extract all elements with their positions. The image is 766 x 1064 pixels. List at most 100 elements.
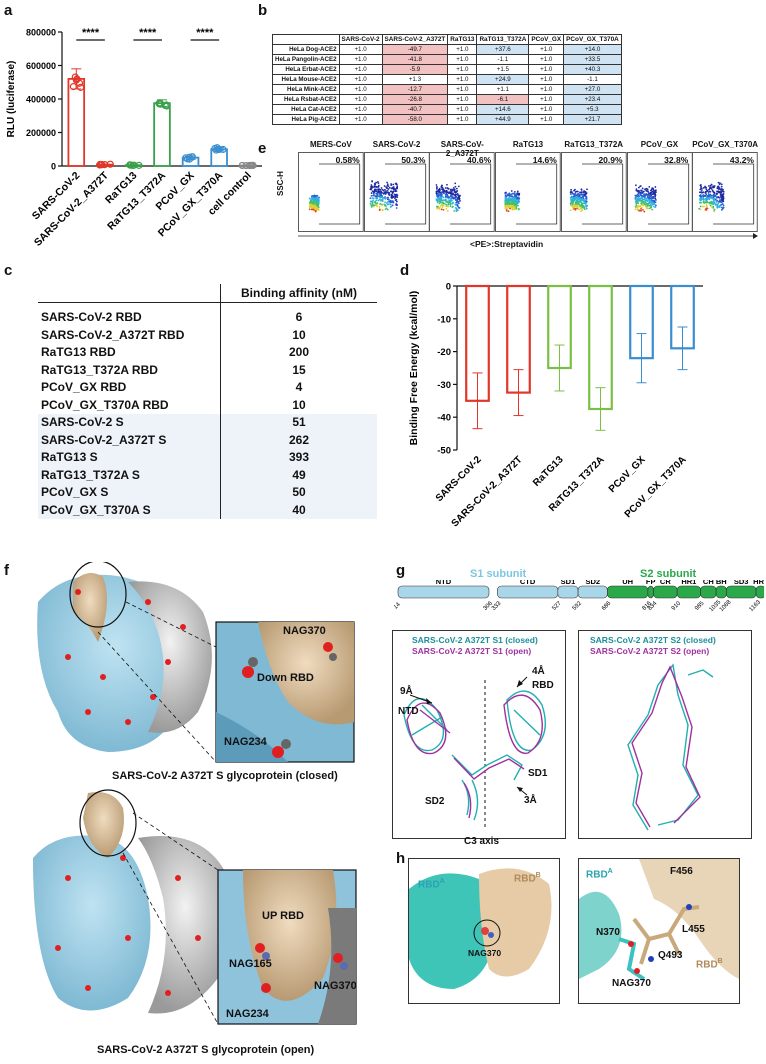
panel-g-s1-label: S1 subunit bbox=[470, 568, 527, 580]
panel-b-cell: +1.0 bbox=[528, 84, 565, 95]
panel-c-header: Binding affinity (nM) bbox=[220, 284, 377, 303]
panel-g-s2-label: S2 subunit bbox=[640, 568, 697, 580]
panel-c-row-name: SARS-CoV-2_A372T RBD bbox=[41, 327, 185, 342]
panel-h-right-box bbox=[578, 858, 740, 1004]
panel-b-cell: +1.0 bbox=[447, 64, 478, 75]
panel-b-cell: +1.0 bbox=[338, 104, 383, 115]
panel-b-cell: +1.0 bbox=[447, 74, 478, 85]
panel-b-cell: -49.7 bbox=[381, 44, 449, 55]
panel-e-plot-percentage: 14.6% bbox=[532, 155, 557, 165]
panel-g-sd1-label: SD1 bbox=[528, 768, 548, 779]
domain-position: 910 bbox=[671, 600, 683, 612]
panel-b-cell: +1.0 bbox=[447, 104, 478, 115]
panel-e-plot-title: RaTG13_T372A bbox=[564, 140, 624, 149]
panel-c-row-name: RaTG13 RBD bbox=[41, 345, 116, 360]
bar bbox=[67, 78, 86, 167]
domain-label: CTD bbox=[520, 580, 536, 586]
panel-b-cell: +1.0 bbox=[338, 54, 383, 65]
domain-block bbox=[557, 585, 579, 599]
panel-c-row-name: PCoV_GX S bbox=[38, 483, 221, 501]
panel-e-flow-plot bbox=[298, 152, 364, 232]
panel-c-row-value: 200 bbox=[220, 343, 377, 361]
panel-b-col-header: RaTG13 bbox=[447, 34, 478, 45]
panel-b-cell: +1.0 bbox=[338, 64, 383, 75]
data-point bbox=[188, 153, 196, 161]
panel-b-row-label: HeLa Mink-ACE2 bbox=[272, 84, 340, 95]
domain-label: BH bbox=[716, 580, 727, 586]
panel-b-cell: -1.1 bbox=[476, 54, 530, 65]
domain-position: 985 bbox=[694, 600, 706, 612]
panel-b-cell: -6.1 bbox=[476, 94, 530, 105]
panel-g-c3-axis-label: C3 axis bbox=[464, 836, 500, 847]
panel-b-col-header: PCoV_GX_T370A bbox=[563, 34, 622, 45]
panel-c-row-value: 393 bbox=[220, 448, 377, 466]
data-point bbox=[245, 161, 253, 170]
domain-position: 333 bbox=[491, 600, 503, 612]
panel-b-cell: -1.1 bbox=[563, 74, 622, 85]
panel-e-plot-title: MERS-CoV bbox=[309, 140, 352, 149]
panel-c-row: RaTG13 RBD 200 bbox=[38, 343, 377, 361]
domain-label: SD3 bbox=[734, 580, 749, 586]
panel-e-flow-plots: MERS-CoV 0.58% SARS-CoV-2 50.3% SARS-CoV-2_A… bbox=[298, 140, 758, 232]
panel-h-right-rbda-sup: A bbox=[607, 868, 613, 875]
domain-block bbox=[715, 585, 727, 599]
panel-c-row-name: RaTG13_T372A RBD bbox=[41, 362, 158, 377]
panel-b-cell: +1.0 bbox=[447, 114, 478, 125]
domain-position: 527 bbox=[551, 600, 563, 612]
panel-e-flow-plot bbox=[626, 152, 693, 232]
domain-block bbox=[647, 585, 654, 599]
x-category-label: SARS-CoV-2_A372T bbox=[450, 454, 525, 529]
panel-f-open-up-rbd: UP RBD bbox=[262, 910, 304, 922]
panel-b-row: HeLa Pig-ACE2 +1.0 -58.0 +1.0 +44.9 +1.0 +21.7 bbox=[272, 114, 622, 125]
panel-h-left-rbdb: RBDB bbox=[514, 872, 541, 884]
panel-e-xlabel: <PE>:Streptavidin bbox=[470, 239, 544, 249]
y-tick-label: -30 bbox=[437, 380, 451, 391]
panel-b-table: SARS-CoV-2 SARS-CoV-2_A372T RaTG13 RaTG13_T… bbox=[272, 34, 622, 125]
panel-label-b: b bbox=[258, 2, 268, 19]
panel-g-sd2-label: SD2 bbox=[425, 796, 445, 807]
panel-c-spacer bbox=[38, 302, 377, 309]
panel-b-table-container: SARS-CoV-2 SARS-CoV-2_A372T RaTG13 RaTG13_T… bbox=[272, 34, 622, 125]
panel-b-cell: -12.7 bbox=[381, 84, 449, 95]
panel-e-flow-plot bbox=[363, 152, 430, 232]
domain-position: 14 bbox=[394, 601, 402, 610]
panel-b-cell: +1.0 bbox=[338, 114, 383, 125]
panel-e-flow-plot bbox=[560, 152, 627, 232]
panel-h-left-rbdb-text: RBD bbox=[514, 873, 536, 885]
panel-b-cell: +1.0 bbox=[528, 104, 565, 115]
panel-h-left-rbda: RBDA bbox=[418, 878, 445, 890]
panel-label-a: a bbox=[4, 2, 13, 19]
y-tick-label: -20 bbox=[437, 347, 451, 358]
domain-block bbox=[700, 585, 717, 599]
panel-e-plot-title: SARS-CoV-2 bbox=[372, 140, 421, 149]
domain-label: HR2 bbox=[753, 580, 764, 586]
panel-c-row-value: 6 bbox=[220, 308, 377, 326]
panel-c-row-name: PCoV_GX RBD bbox=[41, 380, 127, 395]
panel-b-row-label: HeLa Pangolin-ACE2 bbox=[272, 54, 340, 65]
panel-b-cell: -58.0 bbox=[381, 114, 449, 125]
panel-h-right-nag370: NAG370 bbox=[612, 978, 651, 989]
panel-b-row: HeLa Rsbat-ACE2 +1.0 -26.8 +1.0 -6.1 +1.0 +23.… bbox=[272, 94, 622, 105]
data-point bbox=[106, 160, 114, 168]
panel-g-ntd-label: NTD bbox=[398, 706, 419, 717]
y-tick-label: 600000 bbox=[26, 61, 56, 71]
domain-block bbox=[726, 585, 757, 599]
panel-b-cell: +1.1 bbox=[476, 84, 530, 95]
panel-c-row: SARS-CoV-2_A372T RBD 10 bbox=[38, 326, 377, 344]
panel-c-row-value: 15 bbox=[220, 361, 377, 379]
panel-b-cell: +5.3 bbox=[563, 104, 622, 115]
panel-e-plot-percentage: 0.58% bbox=[335, 155, 360, 165]
panel-f-closed-caption: SARS-CoV-2 A372T S glycoprotein (closed) bbox=[112, 770, 338, 782]
panel-b-cell: +1.0 bbox=[528, 44, 565, 55]
panel-c-row-name: PCoV_GX_T370A S bbox=[38, 501, 221, 519]
panel-e-plot-title: RaTG13 bbox=[512, 140, 544, 149]
y-tick-label: 800000 bbox=[26, 28, 56, 38]
panel-c-row: PCoV_GX_T370A RBD 10 bbox=[38, 396, 377, 414]
domain-block bbox=[577, 585, 608, 599]
panel-c-row: PCoV_GX S 50 bbox=[38, 483, 377, 501]
panel-b-row: HeLa Erbat-ACE2 +1.0 -5.9 +1.0 +1.5 +1.0 +40.3 bbox=[272, 64, 622, 75]
panel-label-c: c bbox=[4, 262, 13, 279]
panel-b-cell: +1.5 bbox=[476, 64, 530, 75]
panel-g-left-legend-closed: SARS-CoV-2 A372T S1 (closed) bbox=[412, 635, 538, 645]
panel-f-open-structure bbox=[33, 789, 357, 1025]
